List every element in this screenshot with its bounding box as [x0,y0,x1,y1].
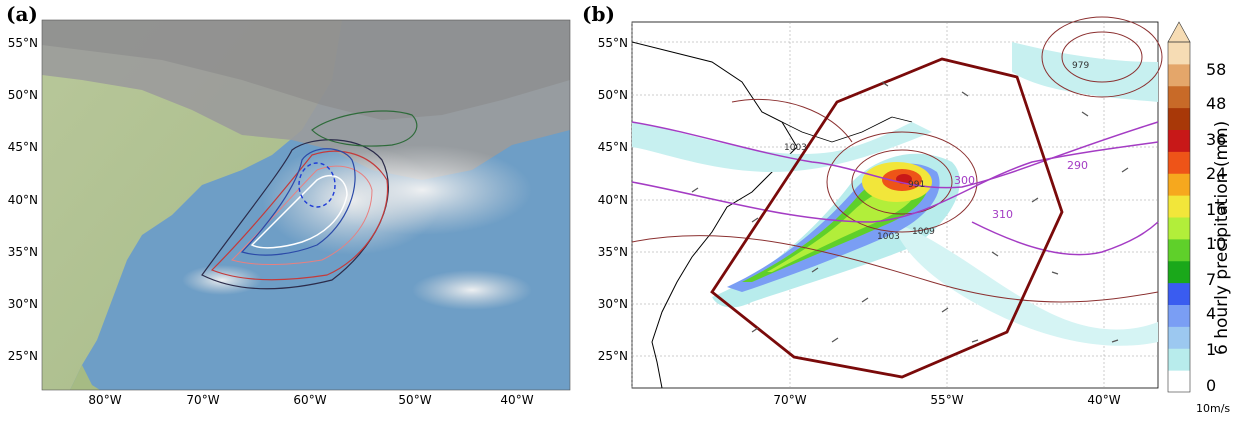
colorbar-block [1168,42,1190,65]
panel-b-lat-label: 40°N [597,193,628,207]
colorbar-block [1168,304,1190,327]
contour-label: 290 [1067,159,1088,172]
colorbar-tick: 0 [1206,376,1217,395]
contour-red-outer [210,150,389,281]
colorbar-block [1168,107,1190,130]
panel-b-lon-label: 40°W [1087,393,1121,407]
contour-label: 1009 [912,227,935,237]
colorbar-title: 6 hourly precipitation (mm) [1212,120,1232,355]
colorbar-frame [1167,41,1191,393]
contour-green [311,110,418,147]
panel-b-lat-label: 45°N [597,140,628,154]
panel-a-lon-label: 80°W [88,393,122,407]
contour-white [250,174,348,249]
panel-b-lon-label: 55°W [930,393,964,407]
colorbar-tick: 48 [1206,94,1227,113]
panel-b-lat-label: 35°N [597,245,628,259]
contour-label: 1003 [877,232,900,242]
contour-label: 300 [954,174,975,187]
panel-a-lon-label: 40°W [500,393,534,407]
colorbar-block [1168,282,1190,305]
colorbar-block [1168,348,1190,371]
colorbar-tick: 1 [1206,340,1217,359]
colorbar-block [1168,173,1190,196]
contour-red-inner [231,165,373,265]
panel-a-lat-label: 50°N [7,88,38,102]
colorbar-block [1168,151,1190,174]
colorbar-block [1168,260,1190,284]
panel-a-lat-label: 55°N [7,36,38,50]
contour-label: 979 [1072,61,1089,71]
panel-a-lat-label: 40°N [7,193,38,207]
panel-b-map: 1003 991 1003 1009 979 290 300 310 [631,16,1163,389]
domain-boundary [710,57,1064,379]
contour-blue-dashed [298,162,336,208]
panel-b-lat-label: 50°N [597,88,628,102]
panel-b-lat-label: 55°N [597,36,628,50]
colorbar-block [1168,238,1190,262]
colorbar-extend-arrow [1167,21,1191,43]
panel-a-lat-label: 45°N [7,140,38,154]
vector-key-label: 10m/s [1196,402,1231,415]
panel-a-lon-label: 70°W [186,393,220,407]
panel-a-lon-label: 50°W [398,393,432,407]
colorbar-block [1168,370,1190,393]
panel-a-lat-label: 35°N [7,245,38,259]
colorbar-block [1168,195,1190,218]
panel-a-lon-label: 60°W [293,393,327,407]
panel-b-lat-label: 30°N [597,297,628,311]
panel-b-lon-label: 70°W [773,393,807,407]
panel-b-lat-label: 25°N [597,349,628,363]
panel-a-lat-label: 25°N [7,349,38,363]
panel-a-map [41,19,571,391]
colorbar-tick: 24 [1206,164,1227,183]
colorbar-tick: 7 [1206,270,1217,289]
contour-label: 1003 [784,143,807,153]
coastline [631,41,798,389]
contour-label: 310 [992,208,1013,221]
colorbar-tick: 4 [1206,304,1217,323]
panel-a-lat-label: 30°N [7,297,38,311]
colorbar-tick: 36 [1206,130,1227,149]
contour-label: 991 [908,180,925,190]
colorbar-block [1168,129,1190,152]
contour-dark [201,139,389,290]
colorbar [1167,21,1191,393]
colorbar-block [1168,85,1190,109]
colorbar-tick: 58 [1206,60,1227,79]
colorbar-tick: 16 [1206,200,1227,219]
colorbar-tick: 10 [1206,234,1227,253]
panel-b-label: (b) [582,2,615,26]
colorbar-block [1168,63,1190,87]
colorbar-block [1168,217,1190,240]
panel-a-label: (a) [6,2,38,26]
colorbar-block [1168,326,1190,349]
contour-blue-outer [240,148,356,256]
